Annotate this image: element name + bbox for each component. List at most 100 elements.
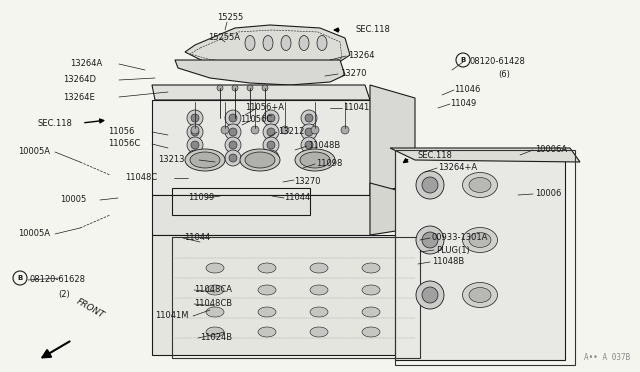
Ellipse shape xyxy=(463,228,497,253)
Circle shape xyxy=(341,126,349,134)
Ellipse shape xyxy=(206,285,224,295)
Ellipse shape xyxy=(469,177,491,192)
Circle shape xyxy=(229,128,237,136)
Circle shape xyxy=(263,110,279,126)
Text: SEC.118: SEC.118 xyxy=(418,151,453,160)
Circle shape xyxy=(191,126,199,134)
Text: SEC.118: SEC.118 xyxy=(38,119,73,128)
Ellipse shape xyxy=(258,285,276,295)
Circle shape xyxy=(416,171,444,199)
Circle shape xyxy=(305,154,313,162)
Text: 11056C: 11056C xyxy=(108,140,140,148)
Text: 15255A: 15255A xyxy=(208,33,240,42)
Text: 13264E: 13264E xyxy=(63,93,95,102)
Text: 13264: 13264 xyxy=(348,51,374,61)
Circle shape xyxy=(305,114,313,122)
Circle shape xyxy=(229,141,237,149)
Circle shape xyxy=(187,124,203,140)
Ellipse shape xyxy=(206,307,224,317)
Text: 10006A: 10006A xyxy=(535,145,567,154)
Text: 13270: 13270 xyxy=(340,70,367,78)
Circle shape xyxy=(225,124,241,140)
Circle shape xyxy=(225,150,241,166)
Text: 00933-1301A: 00933-1301A xyxy=(432,234,488,243)
Text: 15255: 15255 xyxy=(217,13,243,22)
Circle shape xyxy=(191,128,199,136)
Ellipse shape xyxy=(310,285,328,295)
Ellipse shape xyxy=(310,327,328,337)
Ellipse shape xyxy=(245,152,275,168)
Ellipse shape xyxy=(362,263,380,273)
Text: 10005A: 10005A xyxy=(18,148,50,157)
Circle shape xyxy=(247,85,253,91)
Circle shape xyxy=(263,150,279,166)
Text: (6): (6) xyxy=(498,70,510,78)
Circle shape xyxy=(191,114,199,122)
Ellipse shape xyxy=(362,285,380,295)
Polygon shape xyxy=(185,25,350,70)
Ellipse shape xyxy=(362,327,380,337)
Ellipse shape xyxy=(245,35,255,51)
Polygon shape xyxy=(390,148,580,162)
Circle shape xyxy=(422,232,438,248)
Text: PLUG(1): PLUG(1) xyxy=(436,246,470,254)
Circle shape xyxy=(422,287,438,303)
Text: 13270: 13270 xyxy=(294,177,321,186)
Circle shape xyxy=(416,281,444,309)
Circle shape xyxy=(301,110,317,126)
Circle shape xyxy=(301,137,317,153)
Polygon shape xyxy=(152,100,370,195)
Circle shape xyxy=(187,137,203,153)
Ellipse shape xyxy=(463,282,497,308)
Polygon shape xyxy=(420,225,460,355)
Ellipse shape xyxy=(263,35,273,51)
Text: 11044: 11044 xyxy=(184,234,211,243)
Polygon shape xyxy=(152,85,370,100)
Ellipse shape xyxy=(299,35,309,51)
Text: 10005: 10005 xyxy=(60,196,86,205)
Circle shape xyxy=(281,126,289,134)
Circle shape xyxy=(311,126,319,134)
Ellipse shape xyxy=(300,152,330,168)
Text: 08120-61428: 08120-61428 xyxy=(470,58,526,67)
Text: B: B xyxy=(460,57,466,63)
Text: 11099: 11099 xyxy=(188,193,214,202)
Circle shape xyxy=(267,154,275,162)
Polygon shape xyxy=(175,60,345,85)
Text: 11048CA: 11048CA xyxy=(194,285,232,295)
Text: 13264A: 13264A xyxy=(70,60,102,68)
Ellipse shape xyxy=(295,149,335,171)
Circle shape xyxy=(232,85,238,91)
Ellipse shape xyxy=(240,149,280,171)
Circle shape xyxy=(187,110,203,126)
Text: 11041: 11041 xyxy=(343,103,369,112)
Circle shape xyxy=(262,85,268,91)
Text: 11024B: 11024B xyxy=(200,334,232,343)
Ellipse shape xyxy=(469,288,491,302)
Circle shape xyxy=(251,126,259,134)
Text: B: B xyxy=(17,275,22,281)
Text: SEC.118: SEC.118 xyxy=(355,26,390,35)
Text: 13264D: 13264D xyxy=(63,76,96,84)
Circle shape xyxy=(221,126,229,134)
Circle shape xyxy=(191,141,199,149)
Text: 13213: 13213 xyxy=(158,155,184,164)
Circle shape xyxy=(416,226,444,254)
Text: 08120-61628: 08120-61628 xyxy=(30,276,86,285)
Text: (2): (2) xyxy=(58,289,70,298)
Circle shape xyxy=(191,154,199,162)
Ellipse shape xyxy=(310,263,328,273)
Polygon shape xyxy=(152,235,420,355)
Text: 11048B: 11048B xyxy=(432,257,464,266)
Text: 10005A: 10005A xyxy=(18,230,50,238)
Ellipse shape xyxy=(469,232,491,247)
Circle shape xyxy=(229,114,237,122)
Ellipse shape xyxy=(258,327,276,337)
Ellipse shape xyxy=(190,152,220,168)
Circle shape xyxy=(187,150,203,166)
Circle shape xyxy=(422,177,438,193)
Polygon shape xyxy=(152,195,370,235)
Text: 11048B: 11048B xyxy=(308,141,340,151)
Ellipse shape xyxy=(206,327,224,337)
Text: 11048C: 11048C xyxy=(125,173,157,183)
